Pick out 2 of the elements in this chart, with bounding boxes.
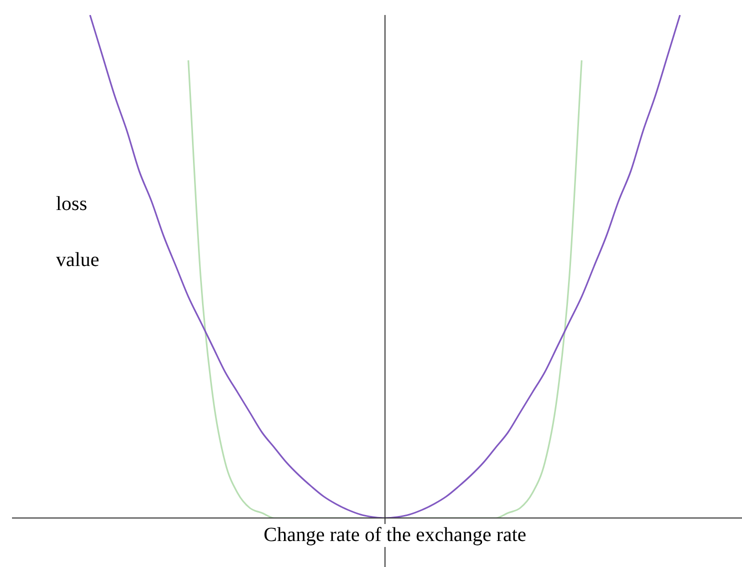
text: loss value [56,193,100,271]
x-axis-title: Change rate of the exchange rate [150,524,640,547]
